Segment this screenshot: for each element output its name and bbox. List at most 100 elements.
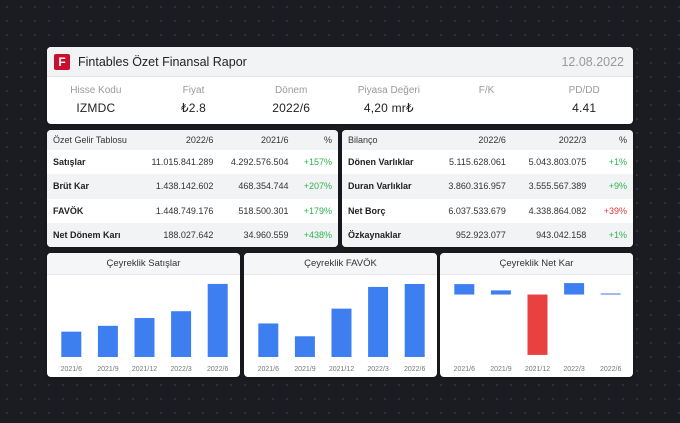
change-percent: +1% [608,229,627,240]
table-header-row: Özet Gelir Tablosu 2022/6 2021/6 % [47,130,338,150]
chart-bar [564,283,585,295]
table-row: Dönen Varlıklar 5.115.628.061 5.043.803.… [342,150,633,175]
cell-value: 11.015.841.289 [151,157,214,168]
chart-bar [404,283,425,357]
change-percent: +207% [303,181,332,192]
chart-bar [294,336,315,357]
x-tick-label: 2021/9 [97,366,119,373]
column-header: % [323,135,332,145]
chart-bar [171,311,192,357]
table-row: Net Borç 6.037.533.679 4.338.864.082 +39… [342,198,633,223]
table-row: Net Dönem Karı 188.027.642 34.960.559 +4… [47,222,338,247]
table-row: Satışlar 11.015.841.289 4.292.576.504 +1… [47,150,338,175]
row-label: Satışlar [53,157,86,168]
chart-bar [258,323,279,357]
report-date: 12.08.2022 [561,54,624,69]
metric-label: Fiyat [182,85,205,96]
x-tick-label: 2022/3 [563,366,585,373]
change-percent: +179% [303,205,332,216]
report-header-card: F Fintables Özet Finansal Rapor 12.08.20… [47,47,633,124]
x-tick-label: 2021/6 [454,366,476,373]
row-label: FAVÖK [53,205,84,216]
cell-value: 188.027.642 [163,229,214,240]
cell-value: 952.923.077 [455,229,506,240]
income-statement-table: Özet Gelir Tablosu 2022/6 2021/6 % Satış… [47,130,338,247]
cell-value: 5.043.803.075 [528,157,587,168]
table-row: Özkaynaklar 952.923.077 943.042.158 +1% [342,222,633,247]
change-percent: +438% [303,229,332,240]
change-percent: +9% [608,181,627,192]
x-tick-label: 2021/9 [490,366,512,373]
x-tick-label: 2022/6 [600,366,622,373]
x-tick-label: 2021/6 [258,366,280,373]
key-metrics: Hisse Kodu IZMDC Fiyat ₺2.8 Dönem 2022/6… [47,77,633,115]
chart-bar [527,294,548,355]
report-header-bar: F Fintables Özet Finansal Rapor 12.08.20… [47,47,633,77]
x-tick-label: 2022/3 [367,366,389,373]
x-tick-label: 2021/12 [525,366,550,373]
x-tick-label: 2021/6 [61,366,83,373]
metric-label: PD/DD [568,85,600,96]
metric-price: Fiyat ₺2.8 [145,85,243,115]
cell-value: 1.438.142.602 [155,181,214,192]
column-header: 2022/6 [185,135,214,145]
column-header: Özet Gelir Tablosu [53,135,127,145]
metric-value: 4,20 mr₺ [363,101,414,115]
chart-bar [97,325,118,357]
chart-bar [207,283,228,357]
metric-pb-ratio: PD/DD 4.41 [535,85,633,115]
chart-title: Çeyreklik Net Kar [440,253,633,275]
income-statement-card: Özet Gelir Tablosu 2022/6 2021/6 % Satış… [47,130,338,247]
chart-title: Çeyreklik Satışlar [47,253,240,275]
cell-value: 34.960.559 [243,229,289,240]
balance-sheet-card: Bilanço 2022/6 2022/3 % Dönen Varlıklar … [342,130,633,247]
x-tick-label: 2021/12 [132,366,157,373]
quarterly-net-profit-chart-card: Çeyreklik Net Kar 2021/6 2021/9 2021/12 202… [440,253,633,377]
x-tick-label: 2021/9 [294,366,316,373]
x-tick-label: 2022/3 [170,366,192,373]
cell-value: 4.292.576.504 [230,157,289,168]
table-row: Brüt Kar 1.438.142.602 468.354.744 +207% [47,174,338,199]
metric-label: Piyasa Değeri [357,85,420,96]
cell-value: 5.115.628.061 [449,157,506,168]
cell-value: 518.500.301 [238,205,289,216]
quarterly-ebitda-chart: 2021/6 2021/9 2021/12 2022/3 2022/6 [258,283,426,373]
row-label: Net Borç [348,205,386,216]
chart-bar [368,286,389,357]
column-header: 2021/6 [260,135,289,145]
quarterly-sales-chart: 2021/6 2021/9 2021/12 2022/3 2022/6 [61,283,229,373]
x-tick-label: 2021/12 [329,366,354,373]
metric-pe-ratio: F/K [438,85,536,115]
metric-market-cap: Piyasa Değeri 4,20 mr₺ [340,85,438,115]
quarterly-ebitda-chart-card: Çeyreklik FAVÖK 2021/6 2021/9 2021/12 2022/… [244,253,437,377]
fintables-logo-icon: F [54,53,70,70]
change-percent: +39% [603,205,627,216]
metric-value: 4.41 [572,101,597,115]
cell-value: 3.555.567.389 [528,181,587,192]
column-header: 2022/6 [478,135,506,145]
table-row: Duran Varlıklar 3.860.316.957 3.555.567.… [342,174,633,199]
table-header-row: Bilanço 2022/6 2022/3 % [342,130,633,150]
cell-value: 6.037.533.679 [448,205,506,216]
column-header: Bilanço [348,135,378,145]
column-header: % [618,135,627,145]
chart-bar [490,290,511,295]
metric-ticker: Hisse Kodu IZMDC [47,85,145,115]
metric-label: Dönem [275,85,308,96]
chart-title: Çeyreklik FAVÖK [244,253,437,275]
cell-value: 943.042.158 [536,229,587,240]
cell-value: 1.448.749.176 [155,205,214,216]
chart-bar [454,284,475,295]
cell-value: 4.338.864.082 [528,205,587,216]
chart-bar [134,318,155,357]
metric-value: 2022/6 [272,101,311,115]
row-label: Net Dönem Karı [53,229,121,240]
change-percent: +157% [303,157,332,168]
row-label: Özkaynaklar [348,229,402,240]
table-row: FAVÖK 1.448.749.176 518.500.301 +179% [47,198,338,223]
x-tick-label: 2022/6 [404,366,426,373]
quarterly-sales-chart-card: Çeyreklik Satışlar 2021/6 2021/9 2021/12 20… [47,253,240,377]
x-tick-label: 2022/6 [207,366,229,373]
cell-value: 3.860.316.957 [448,181,506,192]
cell-value: 468.354.744 [238,181,289,192]
